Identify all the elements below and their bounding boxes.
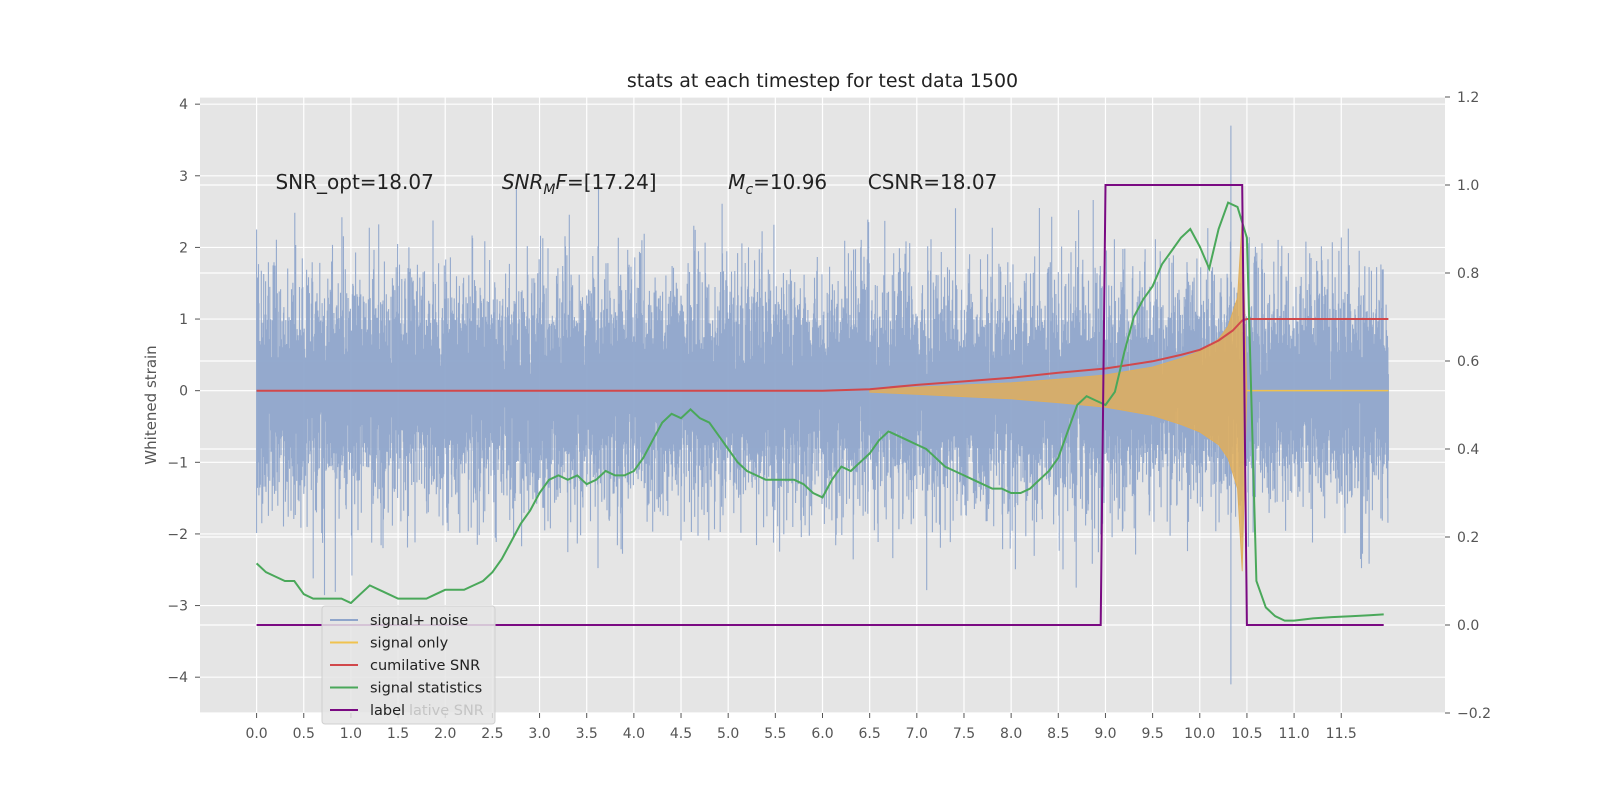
- x-tick-label: 10.5: [1231, 726, 1262, 742]
- y-tick-label: −4: [167, 670, 188, 686]
- annotation-part: F: [555, 170, 567, 194]
- x-tick-label: 2.5: [481, 726, 503, 742]
- legend-ghost-text: lative SNR: [409, 703, 484, 719]
- legend-label: signal+ noise: [370, 613, 468, 629]
- y2-tick-label: 0.8: [1457, 266, 1479, 282]
- y-tick-label: −3: [167, 599, 188, 615]
- annotation-2: Mc=10.96: [728, 170, 827, 198]
- x-tick-label: 10.0: [1184, 726, 1215, 742]
- x-tick-label: 0.5: [293, 726, 315, 742]
- axes: 0.0 0.5 1.0 1.5 2.0 2.5 3.0 3.5 4.0 4.5 5.0 5.5 6.0 6…: [167, 90, 1491, 742]
- annotation-0: SNR_opt=18.07: [275, 170, 433, 194]
- x-tick-label: 9.5: [1141, 726, 1163, 742]
- annotation-1: SNRMF=[17.24]: [502, 170, 657, 198]
- y2-tick-label: −0.2: [1457, 706, 1491, 722]
- x-tick-label: 5.5: [764, 726, 786, 742]
- legend-label: cumilative SNR: [370, 658, 480, 674]
- x-tick-label: 9.0: [1094, 726, 1116, 742]
- x-tick-label: 6.0: [811, 726, 833, 742]
- annotation-3: CSNR=18.07: [868, 170, 998, 194]
- x-tick-label: 4.0: [623, 726, 645, 742]
- series-line-signal-statistics: [255, 201, 1384, 622]
- series-lines: [255, 184, 1389, 626]
- y-tick-label: 4: [179, 97, 188, 113]
- annotation-part: M: [728, 170, 745, 194]
- y2-tick-label: 0.4: [1457, 442, 1479, 458]
- y2-tick-label: 0.2: [1457, 530, 1479, 546]
- x-tick-label: 5.0: [717, 726, 739, 742]
- x-tick-label: 7.5: [953, 726, 975, 742]
- legend-box: [321, 605, 496, 725]
- series-line-label: [256, 184, 1384, 626]
- y-axis-label: Whitened strain: [142, 345, 160, 464]
- legend: signal+ noise signal only cumilative SNR si…: [321, 605, 496, 725]
- y-tick-label: 2: [179, 240, 188, 256]
- annotation-part: =10.96: [753, 170, 827, 194]
- legend-label: label: [370, 703, 405, 719]
- legend-label: signal only: [370, 636, 449, 652]
- legend-label: signal statistics: [370, 681, 482, 697]
- y2-tick-label: 0.6: [1457, 354, 1479, 370]
- x-tick-label: 8.5: [1047, 726, 1069, 742]
- x-tick-label: 3.5: [576, 726, 598, 742]
- annotation-part: SNR: [502, 170, 544, 194]
- annotations: SNR_opt=18.07 SNRMF=[17.24] Mc=10.96 CSNR=1…: [275, 170, 997, 198]
- y2-tick-label: 1.0: [1457, 178, 1479, 194]
- y-tick-label: −2: [167, 527, 188, 543]
- x-tick-label: 3.0: [528, 726, 550, 742]
- series-line-cumilative-SNR: [256, 318, 1389, 392]
- annotation-part: =[17.24]: [567, 170, 657, 194]
- x-tick-label: 8.0: [1000, 726, 1022, 742]
- x-tick-label: 1.0: [340, 726, 362, 742]
- x-tick-label: 7.0: [906, 726, 928, 742]
- annotation-subscript: M: [543, 182, 555, 198]
- x-tick-label: 6.5: [859, 726, 881, 742]
- y-tick-label: −1: [167, 455, 188, 471]
- y-tick-label: 3: [179, 169, 188, 185]
- y2-tick-label: 0.0: [1457, 618, 1479, 634]
- x-tick-label: 1.5: [387, 726, 409, 742]
- annotation-subscript: c: [745, 182, 753, 198]
- x-tick-label: 4.5: [670, 726, 692, 742]
- x-tick-label: 2.0: [434, 726, 456, 742]
- y-tick-label: 0: [179, 384, 188, 400]
- x-tick-label: 0.0: [245, 726, 267, 742]
- x-tick-label: 11.0: [1279, 726, 1310, 742]
- x-tick-label: 11.5: [1326, 726, 1357, 742]
- y2-tick-label: 1.2: [1457, 90, 1479, 106]
- chart-title: stats at each timestep for test data 150…: [627, 70, 1018, 92]
- y-tick-label: 1: [179, 312, 188, 328]
